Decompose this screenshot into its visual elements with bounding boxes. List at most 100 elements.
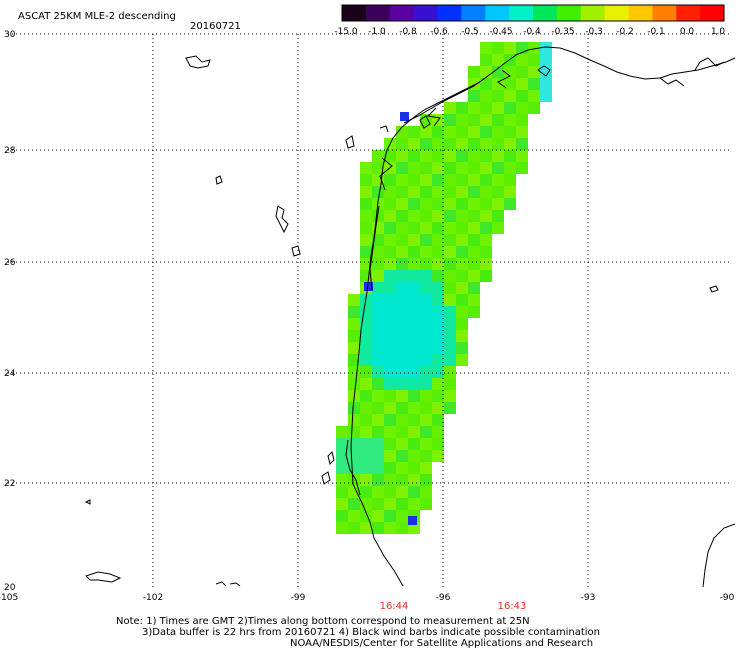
swath-cell	[468, 174, 480, 186]
swath-cell	[468, 66, 480, 78]
colorbar-labels: -15.0 -1.0 -0.8 -0.6 -0.5 -0.45 -0.4 -0.35 -0.3 -…	[334, 27, 725, 37]
swath-cell	[360, 426, 372, 438]
swath-cell	[408, 306, 420, 318]
swath-cell	[516, 102, 528, 114]
swath-cell	[504, 102, 516, 114]
colorbar-label: -0.1	[647, 27, 665, 37]
swath-cell	[504, 138, 516, 150]
lon-labels: -105 -102 -99 -96 -93 -90	[0, 593, 735, 603]
swath-cell	[348, 354, 360, 366]
colorbar-swatch	[700, 5, 725, 21]
swath-cell	[480, 54, 492, 66]
lon-label: -99	[291, 593, 306, 603]
swath-cell	[348, 342, 360, 354]
lon-label: -93	[581, 593, 596, 603]
swath-cell	[444, 402, 456, 414]
swath-cell	[432, 414, 444, 426]
swath-cell	[480, 222, 492, 234]
swath-cell	[408, 390, 420, 402]
swath-cell	[516, 54, 528, 66]
swath-cell	[444, 150, 456, 162]
swath-cell	[408, 282, 420, 294]
swath-cell	[456, 138, 468, 150]
swath-cell	[432, 198, 444, 210]
swath-cell	[348, 522, 360, 534]
swath-cell	[468, 102, 480, 114]
swath-cell	[420, 294, 432, 306]
swath-cell	[504, 66, 516, 78]
swath-time-label: 16:43	[498, 601, 527, 612]
swath-cell	[396, 390, 408, 402]
swath-cell	[516, 66, 528, 78]
swath-cell	[432, 318, 444, 330]
colorbar-label: -0.5	[461, 27, 479, 37]
swath-cell	[372, 426, 384, 438]
swath-cell	[540, 54, 552, 66]
swath-cell	[396, 234, 408, 246]
swath-cell	[480, 162, 492, 174]
swath-cell	[420, 450, 432, 462]
swath-cell	[420, 402, 432, 414]
swath-cell	[360, 186, 372, 198]
swath-cell	[444, 306, 456, 318]
swath-cell	[432, 330, 444, 342]
swath-cell	[372, 318, 384, 330]
swath-cell	[372, 378, 384, 390]
swath-cell	[408, 294, 420, 306]
swath-cell	[348, 450, 360, 462]
swath-cell	[420, 330, 432, 342]
colorbar-swatch	[604, 5, 629, 21]
swath-cell	[384, 282, 396, 294]
swath-cell	[492, 174, 504, 186]
swath-cell	[396, 282, 408, 294]
swath-cell	[468, 114, 480, 126]
swath-cell	[468, 138, 480, 150]
swath-cell	[384, 522, 396, 534]
swath-cell	[420, 342, 432, 354]
swath-cell	[468, 210, 480, 222]
swath-cell	[360, 330, 372, 342]
swath-cell	[372, 498, 384, 510]
swath-cell	[372, 186, 384, 198]
swath-cell	[384, 474, 396, 486]
swath-cell	[408, 414, 420, 426]
swath-cell	[540, 90, 552, 102]
swath-cell	[360, 342, 372, 354]
swath-cell	[396, 318, 408, 330]
swath-cell	[432, 126, 444, 138]
swath-cell	[384, 486, 396, 498]
swath-cell	[420, 486, 432, 498]
swath-cell	[480, 138, 492, 150]
swath-cell	[468, 246, 480, 258]
swath-cell	[372, 510, 384, 522]
colorbar-swatch	[461, 5, 486, 21]
swath-cell	[396, 186, 408, 198]
lat-label: 30	[4, 30, 16, 40]
swath-cell	[408, 186, 420, 198]
swath-cell	[444, 294, 456, 306]
coastline	[345, 46, 736, 588]
swath-cell	[372, 222, 384, 234]
swath-cell	[396, 210, 408, 222]
swath-cell	[492, 162, 504, 174]
swath-cell	[372, 414, 384, 426]
swath-cell	[456, 306, 468, 318]
swath-cell	[408, 450, 420, 462]
swath-cell	[384, 222, 396, 234]
swath-cell	[444, 138, 456, 150]
swath-cell	[420, 462, 432, 474]
swath-cell	[384, 270, 396, 282]
swath-cell	[420, 390, 432, 402]
swath-cell	[492, 102, 504, 114]
swath-cell	[360, 414, 372, 426]
swath-cell	[432, 282, 444, 294]
swath-cell	[420, 306, 432, 318]
swath-cell	[468, 270, 480, 282]
colorbar-swatch	[365, 5, 391, 21]
swath-cell	[420, 474, 432, 486]
swath-cell	[540, 78, 552, 90]
swath-cell	[444, 126, 456, 138]
swath-cell	[468, 258, 480, 270]
swath-cell	[468, 294, 480, 306]
swath-cell	[408, 318, 420, 330]
